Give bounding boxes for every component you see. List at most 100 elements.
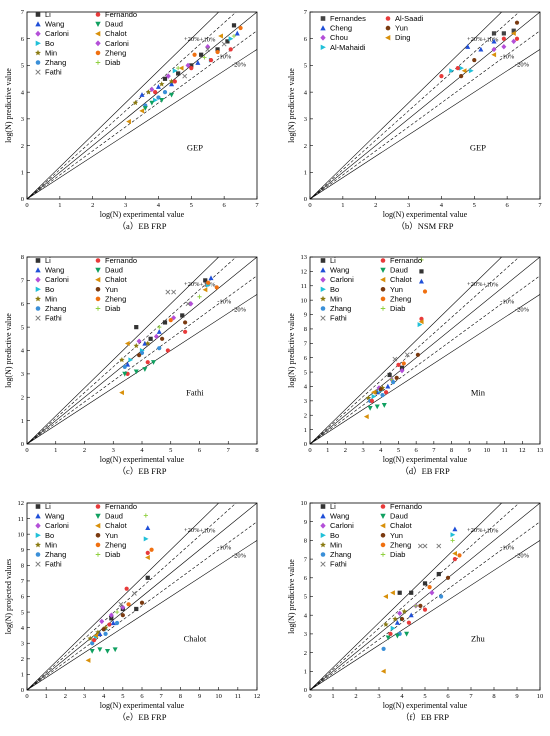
legend-marker [385, 35, 391, 41]
x-tick-label: 5 [190, 202, 193, 209]
legend-marker [320, 286, 326, 292]
data-point [137, 353, 142, 358]
legend-entry: Chalot [105, 275, 128, 284]
series-fernando [125, 329, 188, 376]
reference-line [27, 257, 220, 444]
data-point [415, 352, 421, 357]
chart-panel-2: +20% +10% -10%-20% 0 1 2 3 4 5 6 7 0 1 2 3 4 5 6 7 log(N) e… [287, 9, 542, 231]
y-tick-label: 6 [21, 301, 25, 308]
legend-entry: Wang [45, 512, 64, 521]
y-tick-label: 2 [21, 394, 24, 401]
legend-entry: Chalot [105, 521, 128, 530]
data-point [388, 631, 393, 637]
data-point [208, 57, 214, 63]
legend-entry: Yun [390, 285, 403, 294]
data-point [205, 44, 211, 50]
reference-line [310, 49, 540, 199]
panel-caption: （c）EB FRP [118, 466, 167, 476]
data-point [169, 81, 175, 87]
y-tick-label: 5 [21, 609, 24, 616]
y-tick-label: 1 [21, 672, 24, 679]
reference-line-label: +20% [467, 36, 483, 43]
legend-entry: Li [330, 502, 336, 511]
series-yun [101, 600, 145, 632]
data-point [401, 608, 408, 614]
series-daud [122, 360, 156, 377]
legend-marker [320, 267, 326, 273]
x-tick-label: 0 [308, 693, 311, 700]
legend-entry: Al-Saadi [395, 14, 424, 23]
y-tick-label: 0 [21, 441, 24, 448]
legend-marker [35, 267, 41, 273]
data-point [214, 285, 219, 290]
series-yun [459, 20, 520, 79]
data-point [158, 81, 165, 87]
plot-frame [26, 11, 258, 200]
data-point [397, 590, 402, 595]
data-point [114, 609, 120, 615]
data-point [394, 619, 400, 625]
data-point [162, 76, 168, 81]
data-point [87, 635, 94, 641]
series-fernando [388, 557, 457, 637]
reference-line-label: -20% [515, 306, 530, 313]
data-point [180, 313, 185, 318]
reference-line [310, 12, 540, 199]
data-point [409, 590, 414, 595]
legend-entry: Diab [105, 304, 120, 313]
panel-caption: （e）EB FRP [118, 712, 167, 722]
legend-entry: Fathi [330, 560, 347, 569]
data-point [422, 289, 428, 294]
data-point [157, 325, 162, 330]
data-point [363, 414, 369, 420]
data-point [93, 632, 99, 638]
x-tick-label: 0 [308, 447, 311, 454]
x-tick-label: 6 [506, 202, 510, 209]
chart-panel-1: +20% +10% -10%-20% 0 1 2 3 4 5 6 7 0 1 2 3 4 5 6 7 log(N) e… [4, 9, 259, 231]
y-tick-label: 3 [21, 116, 24, 123]
data-point [399, 616, 405, 622]
series-daud [89, 647, 118, 654]
data-point [369, 398, 375, 403]
legend-marker [95, 542, 101, 548]
y-tick-label: 0 [304, 196, 307, 203]
y-tick-label: 1 [21, 169, 24, 176]
reference-line [27, 540, 257, 690]
legend-entry: Zhang [45, 58, 66, 67]
data-point [97, 631, 103, 636]
data-point [465, 44, 471, 49]
series-li [397, 571, 441, 595]
reference-line-label: -10% [217, 54, 232, 61]
y-tick-label: 6 [304, 36, 308, 43]
series-daud [142, 92, 175, 111]
data-point [124, 586, 129, 591]
data-point [176, 66, 181, 71]
x-tick-label: 6 [198, 447, 202, 454]
series-li [387, 269, 424, 378]
data-point [195, 60, 201, 65]
data-point [491, 31, 497, 36]
data-point [501, 44, 507, 50]
reference-line-label: +20% [184, 281, 200, 288]
x-tick-label: 2 [91, 202, 94, 209]
model-label: Chalot [184, 633, 207, 643]
y-tick-label: 0 [21, 687, 24, 694]
data-point [112, 647, 118, 653]
legend-marker [95, 287, 101, 292]
legend-marker [320, 552, 326, 557]
data-point [189, 63, 194, 68]
data-point [168, 78, 175, 84]
legend-marker [35, 561, 41, 567]
legend-marker [35, 69, 41, 75]
y-tick-label: 4 [21, 348, 25, 355]
legend-entry: Fernando [105, 256, 137, 265]
data-point [114, 620, 120, 626]
data-point [142, 367, 148, 372]
data-point [169, 92, 175, 98]
series-chalot [363, 319, 424, 420]
panel-caption: （b）NSM FRP [397, 221, 454, 231]
data-point [390, 590, 395, 596]
legend-entry: Bo [45, 39, 54, 48]
